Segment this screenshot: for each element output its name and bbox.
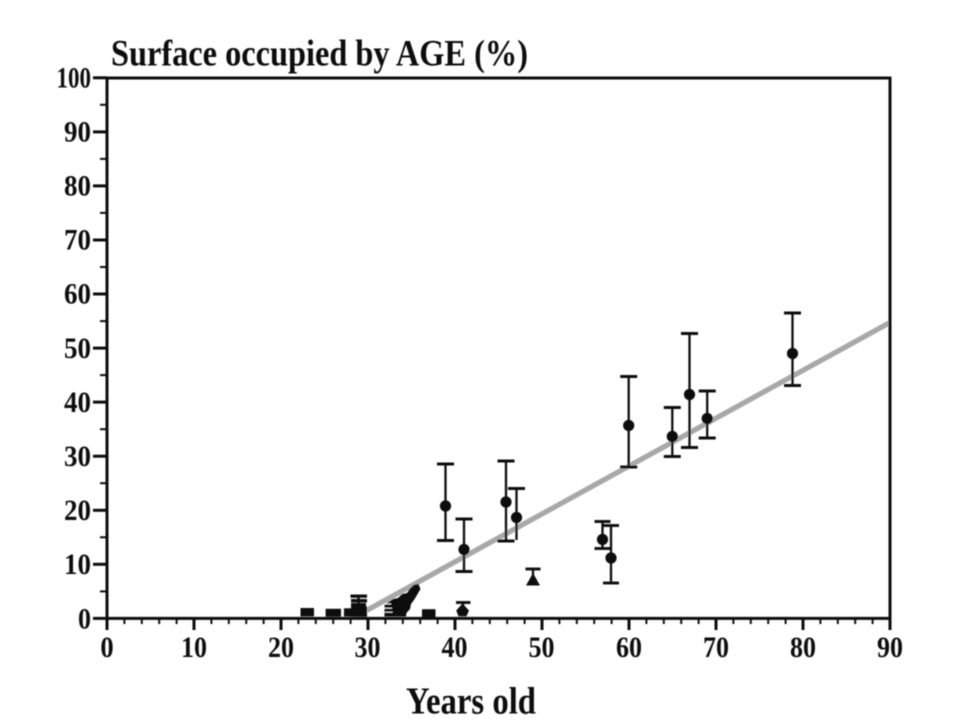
svg-text:30: 30: [355, 632, 381, 664]
svg-text:80: 80: [790, 632, 816, 664]
svg-text:60: 60: [616, 632, 642, 664]
svg-text:0: 0: [100, 632, 113, 664]
svg-text:Years old: Years old: [406, 681, 536, 722]
svg-text:50: 50: [529, 632, 555, 664]
svg-text:40: 40: [442, 632, 468, 664]
svg-text:80: 80: [64, 171, 91, 203]
svg-text:100: 100: [57, 63, 92, 95]
svg-text:40: 40: [64, 387, 91, 419]
svg-text:20: 20: [64, 495, 91, 527]
svg-text:30: 30: [64, 441, 91, 473]
svg-text:50: 50: [64, 333, 91, 365]
svg-text:90: 90: [64, 117, 91, 149]
svg-text:70: 70: [703, 632, 729, 664]
svg-text:0: 0: [78, 604, 91, 636]
svg-text:70: 70: [64, 225, 91, 257]
svg-text:60: 60: [64, 279, 91, 311]
svg-text:20: 20: [268, 632, 294, 664]
svg-text:Surface occupied by AGE (%): Surface occupied by AGE (%): [111, 34, 528, 75]
svg-text:10: 10: [181, 632, 207, 664]
svg-text:90: 90: [877, 632, 903, 664]
svg-text:10: 10: [64, 549, 91, 581]
